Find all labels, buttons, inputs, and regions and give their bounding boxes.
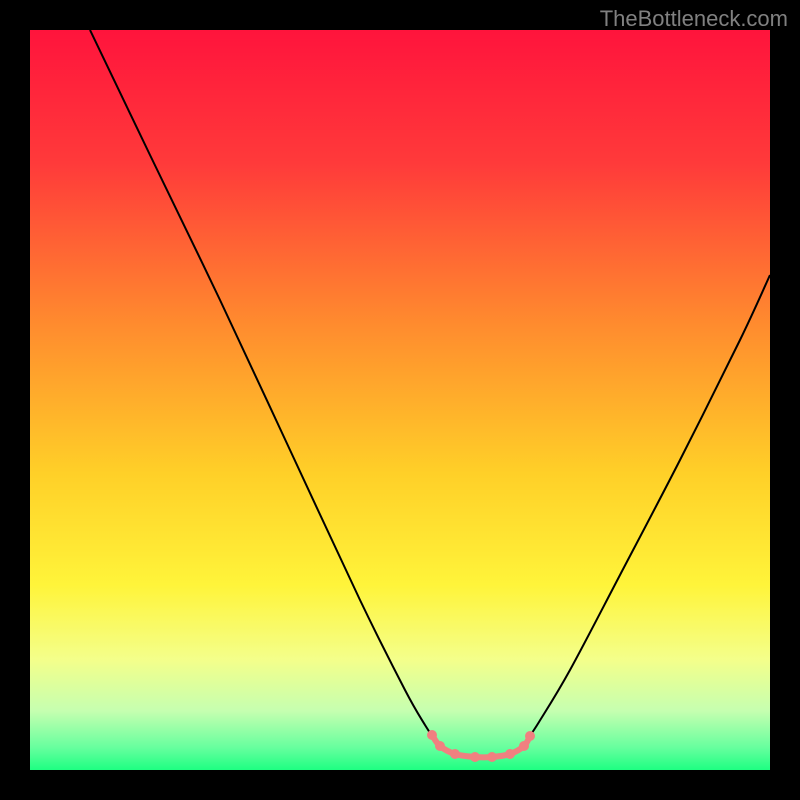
highlight-marker [525,731,535,741]
highlight-marker [470,752,480,762]
plot-area [30,30,770,770]
highlight-marker [450,749,460,759]
watermark-text: TheBottleneck.com [600,6,788,32]
highlight-marker [427,730,437,740]
highlight-marker [505,749,515,759]
gradient-background [30,30,770,770]
highlight-marker [435,741,445,751]
highlight-marker [519,741,529,751]
chart-svg [30,30,770,770]
highlight-marker [487,752,497,762]
